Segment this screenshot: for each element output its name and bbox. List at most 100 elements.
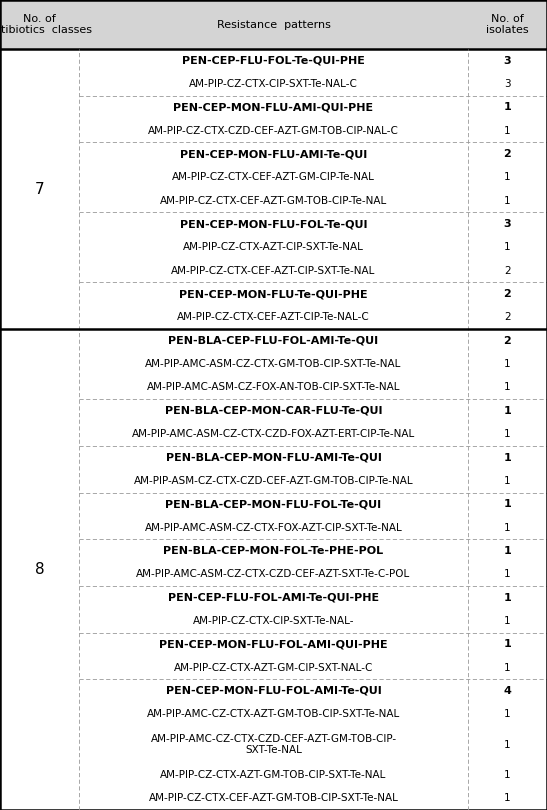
Text: 1: 1 xyxy=(503,546,511,556)
Text: AM-PIP-CZ-CTX-AZT-GM-CIP-SXT-NAL-C: AM-PIP-CZ-CTX-AZT-GM-CIP-SXT-NAL-C xyxy=(174,663,373,672)
Text: AM-PIP-CZ-CTX-CEF-AZT-CIP-SXT-Te-NAL: AM-PIP-CZ-CTX-CEF-AZT-CIP-SXT-Te-NAL xyxy=(171,266,376,275)
Bar xyxy=(0,726,547,763)
Bar xyxy=(0,212,547,236)
Bar xyxy=(0,259,547,283)
Bar xyxy=(0,680,547,702)
Text: 1: 1 xyxy=(504,663,511,672)
Bar xyxy=(0,399,547,423)
Bar xyxy=(0,72,547,96)
Text: 1: 1 xyxy=(504,475,511,486)
Text: AM-PIP-AMC-ASM-CZ-CTX-GM-TOB-CIP-SXT-Te-NAL: AM-PIP-AMC-ASM-CZ-CTX-GM-TOB-CIP-SXT-Te-… xyxy=(146,359,401,369)
Text: 1: 1 xyxy=(504,196,511,206)
Text: 3: 3 xyxy=(504,79,511,89)
Text: PEN-CEP-MON-FLU-FOL-Te-QUI: PEN-CEP-MON-FLU-FOL-Te-QUI xyxy=(180,219,367,229)
Text: 4: 4 xyxy=(503,686,511,696)
Bar xyxy=(0,492,547,516)
Text: AM-PIP-CZ-CTX-CEF-AZT-GM-TOB-CIP-SXT-Te-NAL: AM-PIP-CZ-CTX-CEF-AZT-GM-TOB-CIP-SXT-Te-… xyxy=(149,793,398,804)
Text: AM-PIP-CZ-CTX-CIP-SXT-Te-NAL-C: AM-PIP-CZ-CTX-CIP-SXT-Te-NAL-C xyxy=(189,79,358,89)
Text: PEN-BLA-CEP-MON-FLU-FOL-Te-QUI: PEN-BLA-CEP-MON-FLU-FOL-Te-QUI xyxy=(165,499,382,509)
Text: Resistance  patterns: Resistance patterns xyxy=(217,19,330,29)
Text: 1: 1 xyxy=(504,242,511,253)
Text: PEN-CEP-MON-FLU-FOL-AMI-Te-QUI: PEN-CEP-MON-FLU-FOL-AMI-Te-QUI xyxy=(166,686,381,696)
Text: 8: 8 xyxy=(35,562,44,577)
Text: 1: 1 xyxy=(504,569,511,579)
Text: PEN-CEP-MON-FLU-Te-QUI-PHE: PEN-CEP-MON-FLU-Te-QUI-PHE xyxy=(179,289,368,299)
Bar xyxy=(0,787,547,810)
Text: 1: 1 xyxy=(503,639,511,650)
Bar xyxy=(0,376,547,399)
Text: 1: 1 xyxy=(503,453,511,463)
Text: 1: 1 xyxy=(504,359,511,369)
Text: No. of
isolates: No. of isolates xyxy=(486,14,528,36)
Text: PEN-CEP-MON-FLU-AMI-Te-QUI: PEN-CEP-MON-FLU-AMI-Te-QUI xyxy=(180,149,367,159)
Text: No. of
antibiotics  classes: No. of antibiotics classes xyxy=(0,14,92,36)
Text: 2: 2 xyxy=(503,149,511,159)
Text: 3: 3 xyxy=(504,219,511,229)
Bar xyxy=(0,563,547,586)
Text: AM-PIP-AMC-ASM-CZ-CTX-CZD-FOX-AZT-ERT-CIP-Te-NAL: AM-PIP-AMC-ASM-CZ-CTX-CZD-FOX-AZT-ERT-CI… xyxy=(132,429,415,439)
Bar xyxy=(0,539,547,563)
Text: 1: 1 xyxy=(503,102,511,113)
Text: AM-PIP-CZ-CTX-AZT-GM-TOB-CIP-SXT-Te-NAL: AM-PIP-CZ-CTX-AZT-GM-TOB-CIP-SXT-Te-NAL xyxy=(160,770,387,780)
Text: PEN-CEP-FLU-FOL-Te-QUI-PHE: PEN-CEP-FLU-FOL-Te-QUI-PHE xyxy=(182,56,365,66)
Text: 2: 2 xyxy=(503,289,511,299)
Text: PEN-CEP-MON-FLU-FOL-AMI-QUI-PHE: PEN-CEP-MON-FLU-FOL-AMI-QUI-PHE xyxy=(159,639,388,650)
Text: AM-PIP-CZ-CTX-CIP-SXT-Te-NAL-: AM-PIP-CZ-CTX-CIP-SXT-Te-NAL- xyxy=(193,616,354,626)
Text: AM-PIP-CZ-CTX-CEF-AZT-CIP-Te-NAL-C: AM-PIP-CZ-CTX-CEF-AZT-CIP-Te-NAL-C xyxy=(177,313,370,322)
Text: PEN-BLA-CEP-MON-CAR-FLU-Te-QUI: PEN-BLA-CEP-MON-CAR-FLU-Te-QUI xyxy=(165,406,382,416)
Bar xyxy=(0,423,547,446)
Text: AM-PIP-CZ-CTX-AZT-CIP-SXT-Te-NAL: AM-PIP-CZ-CTX-AZT-CIP-SXT-Te-NAL xyxy=(183,242,364,253)
Text: 7: 7 xyxy=(35,181,44,197)
Bar xyxy=(0,236,547,259)
Text: 1: 1 xyxy=(504,429,511,439)
Bar xyxy=(0,633,547,656)
Text: 2: 2 xyxy=(504,266,511,275)
Text: 3: 3 xyxy=(504,56,511,66)
Text: PEN-BLA-CEP-FLU-FOL-AMI-Te-QUI: PEN-BLA-CEP-FLU-FOL-AMI-Te-QUI xyxy=(168,336,379,346)
Text: PEN-BLA-CEP-MON-FLU-AMI-Te-QUI: PEN-BLA-CEP-MON-FLU-AMI-Te-QUI xyxy=(166,453,381,463)
Bar xyxy=(0,763,547,787)
Bar xyxy=(0,469,547,492)
Bar xyxy=(0,283,547,306)
Text: AM-PIP-AMC-ASM-CZ-CTX-FOX-AZT-CIP-SXT-Te-NAL: AM-PIP-AMC-ASM-CZ-CTX-FOX-AZT-CIP-SXT-Te… xyxy=(144,522,403,532)
Text: 1: 1 xyxy=(504,710,511,719)
Bar xyxy=(0,609,547,633)
Bar xyxy=(0,306,547,329)
Text: PEN-CEP-MON-FLU-AMI-QUI-PHE: PEN-CEP-MON-FLU-AMI-QUI-PHE xyxy=(173,102,374,113)
Bar xyxy=(0,96,547,119)
Bar xyxy=(0,446,547,469)
Text: 1: 1 xyxy=(504,793,511,804)
Text: AM-PIP-AMC-CZ-CTX-CZD-CEF-AZT-GM-TOB-CIP-
SXT-Te-NAL: AM-PIP-AMC-CZ-CTX-CZD-CEF-AZT-GM-TOB-CIP… xyxy=(150,734,397,756)
Bar xyxy=(0,586,547,609)
Text: AM-PIP-CZ-CTX-CZD-CEF-AZT-GM-TOB-CIP-NAL-C: AM-PIP-CZ-CTX-CZD-CEF-AZT-GM-TOB-CIP-NAL… xyxy=(148,126,399,136)
Bar xyxy=(0,189,547,212)
Text: AM-PIP-AMC-ASM-CZ-CTX-CZD-CEF-AZT-SXT-Te-C-POL: AM-PIP-AMC-ASM-CZ-CTX-CZD-CEF-AZT-SXT-Te… xyxy=(136,569,411,579)
Bar xyxy=(0,119,547,143)
Text: AM-PIP-CZ-CTX-CEF-AZT-GM-CIP-Te-NAL: AM-PIP-CZ-CTX-CEF-AZT-GM-CIP-Te-NAL xyxy=(172,173,375,182)
Text: 1: 1 xyxy=(503,499,511,509)
Text: 1: 1 xyxy=(504,770,511,780)
Text: 1: 1 xyxy=(504,126,511,136)
Bar xyxy=(0,352,547,376)
Text: 1: 1 xyxy=(503,406,511,416)
Text: AM-PIP-AMC-ASM-CZ-FOX-AN-TOB-CIP-SXT-Te-NAL: AM-PIP-AMC-ASM-CZ-FOX-AN-TOB-CIP-SXT-Te-… xyxy=(147,382,400,393)
Text: PEN-CEP-FLU-FOL-AMI-Te-QUI-PHE: PEN-CEP-FLU-FOL-AMI-Te-QUI-PHE xyxy=(168,593,379,603)
Text: 1: 1 xyxy=(504,740,511,749)
Bar xyxy=(0,0,547,49)
Text: AM-PIP-CZ-CTX-CEF-AZT-GM-TOB-CIP-Te-NAL: AM-PIP-CZ-CTX-CEF-AZT-GM-TOB-CIP-Te-NAL xyxy=(160,196,387,206)
Text: 1: 1 xyxy=(504,616,511,626)
Bar xyxy=(0,166,547,189)
Text: 2: 2 xyxy=(503,336,511,346)
Text: PEN-BLA-CEP-MON-FOL-Te-PHE-POL: PEN-BLA-CEP-MON-FOL-Te-PHE-POL xyxy=(164,546,383,556)
Text: 1: 1 xyxy=(504,173,511,182)
Text: 1: 1 xyxy=(504,522,511,532)
Bar xyxy=(0,329,547,352)
Bar xyxy=(0,516,547,539)
Text: AM-PIP-AMC-CZ-CTX-AZT-GM-TOB-CIP-SXT-Te-NAL: AM-PIP-AMC-CZ-CTX-AZT-GM-TOB-CIP-SXT-Te-… xyxy=(147,710,400,719)
Bar xyxy=(0,656,547,680)
Bar xyxy=(0,49,547,72)
Text: AM-PIP-ASM-CZ-CTX-CZD-CEF-AZT-GM-TOB-CIP-Te-NAL: AM-PIP-ASM-CZ-CTX-CZD-CEF-AZT-GM-TOB-CIP… xyxy=(133,475,414,486)
Text: 1: 1 xyxy=(503,593,511,603)
Bar xyxy=(0,143,547,166)
Text: 1: 1 xyxy=(504,382,511,393)
